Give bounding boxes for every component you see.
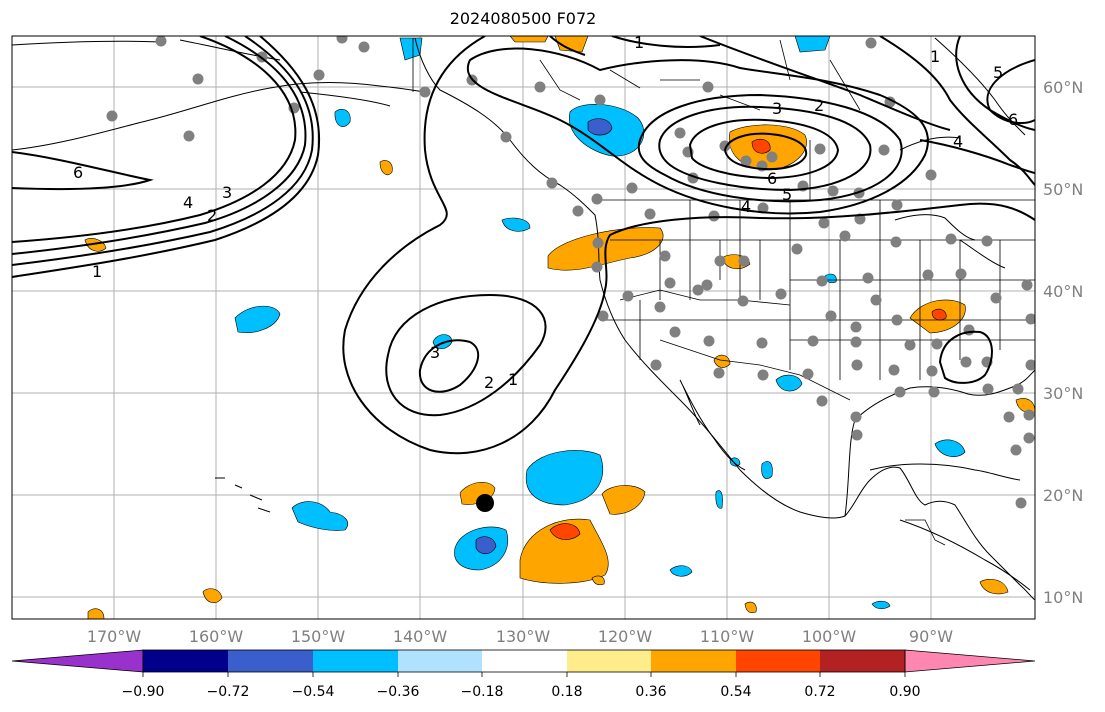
anomaly-patch — [713, 354, 731, 368]
contour-lines — [12, 36, 1035, 455]
anomaly-patch — [202, 588, 223, 604]
lon-label: 120°W — [598, 627, 653, 646]
colorbar-segment — [820, 650, 905, 672]
colorbar-tick-label: −0.18 — [461, 684, 504, 700]
anomaly-patch — [501, 217, 531, 232]
colorbar-tick-label: −0.72 — [207, 684, 250, 700]
colorbar-tick-label: −0.36 — [377, 684, 420, 700]
lon-label: 140°W — [393, 627, 448, 646]
contour-label: 5 — [782, 185, 792, 204]
station-dots — [106, 36, 1035, 509]
colorbar-tick-label: 0.36 — [635, 684, 666, 700]
colorbar-segment — [904, 649, 1036, 673]
colorbar-tick-label: 0.54 — [720, 684, 751, 700]
lon-label: 160°W — [189, 627, 244, 646]
lat-label: 40°N — [1043, 282, 1083, 301]
lat-label: 50°N — [1043, 180, 1083, 199]
anomaly-patch — [744, 601, 757, 614]
lon-label: 90°W — [909, 627, 953, 646]
contour-label: 6 — [73, 163, 83, 182]
colorbar-tick-label: −0.54 — [292, 684, 335, 700]
longitude-labels: 170°W 160°W 150°W 140°W 130°W 120°W 110°… — [87, 627, 953, 646]
anomaly-patch — [475, 536, 497, 555]
contour-label: 3 — [772, 99, 782, 118]
anomaly-patch — [509, 36, 549, 43]
anomaly-patch — [871, 600, 891, 610]
contour-label: 4 — [183, 193, 193, 212]
contour-label: 1 — [92, 262, 102, 281]
map-frame — [11, 35, 1036, 620]
anomaly-patch — [931, 308, 947, 321]
anomaly-patch — [525, 450, 604, 506]
colorbar-segment — [11, 649, 144, 673]
anomaly-patch — [794, 36, 831, 53]
contour-label: 1 — [930, 47, 940, 66]
contour-label: 2 — [484, 373, 494, 392]
anomaly-patch — [587, 118, 613, 136]
colorbar-segment — [736, 650, 820, 672]
colorbar-segment — [228, 650, 313, 672]
anomaly-patch — [934, 439, 966, 457]
anomaly-patch — [234, 305, 281, 333]
anomaly-patch — [775, 374, 803, 392]
contour-label: 3 — [222, 183, 232, 202]
anomaly-patch — [519, 518, 609, 584]
anomaly-patch — [291, 501, 349, 531]
contour-label: 4 — [741, 197, 751, 216]
lon-label: 170°W — [87, 627, 142, 646]
colorbar-tick-label: 0.72 — [804, 684, 835, 700]
anomaly-patch — [669, 565, 693, 577]
lat-label: 10°N — [1043, 588, 1083, 607]
colorbar-segment — [313, 650, 398, 672]
contour-label: 4 — [953, 132, 963, 151]
lon-label: 150°W — [291, 627, 346, 646]
colorbar-tick-label: 0.18 — [551, 684, 582, 700]
contour-label: 5 — [993, 63, 1003, 82]
lat-label: 30°N — [1043, 384, 1083, 403]
contour-label: 2 — [814, 96, 824, 115]
anomaly-patch — [601, 485, 646, 515]
lon-label: 110°W — [700, 627, 755, 646]
anomaly-patch — [379, 160, 393, 175]
map-title: 2024080500 F072 — [449, 9, 597, 28]
colorbar-tick-label: 0.90 — [889, 684, 920, 700]
anomaly-patch — [591, 575, 605, 586]
colorbar-segment — [143, 650, 228, 672]
contour-label: 6 — [1008, 110, 1018, 129]
colorbar-segment — [567, 650, 651, 672]
lat-label: 60°N — [1043, 78, 1083, 97]
anomaly-patch — [761, 461, 773, 479]
contour-label: 2 — [207, 206, 217, 225]
lon-label: 130°W — [496, 627, 551, 646]
location-marker — [476, 494, 494, 512]
colorbar-segment — [482, 650, 567, 672]
anomaly-patch — [87, 608, 105, 619]
anomaly-patch — [554, 36, 589, 53]
lon-label: 100°W — [802, 627, 857, 646]
latitude-labels: 60°N 50°N 40°N 30°N 20°N 10°N — [1043, 78, 1083, 607]
contour-label: 1 — [634, 33, 644, 52]
contour-label: 3 — [430, 343, 440, 362]
colorbar-tick-label: −0.90 — [122, 684, 165, 700]
anomaly-patch — [549, 523, 581, 540]
lat-label: 20°N — [1043, 486, 1083, 505]
contour-label: 6 — [767, 169, 777, 188]
map-area: 1 2 3 4 6 2 1 3 1 3 2 6 5 4 1 5 6 4 — [12, 33, 1035, 619]
anomaly-patch — [84, 238, 107, 252]
anomaly-patch — [751, 138, 771, 154]
colorbar: −0.90 −0.72 −0.54 −0.36 −0.18 0.18 0.36 … — [11, 649, 1036, 700]
anomaly-patch — [715, 490, 723, 509]
colorbar-segment — [398, 650, 482, 672]
anomaly-patch — [1015, 398, 1035, 413]
contour-labels: 1 2 3 4 6 2 1 3 1 3 2 6 5 4 1 5 6 4 — [73, 33, 1018, 392]
anomaly-patch — [979, 579, 1009, 595]
anomaly-patch — [334, 109, 351, 127]
colorbar-segment — [651, 650, 736, 672]
contour-label: 1 — [508, 370, 518, 389]
